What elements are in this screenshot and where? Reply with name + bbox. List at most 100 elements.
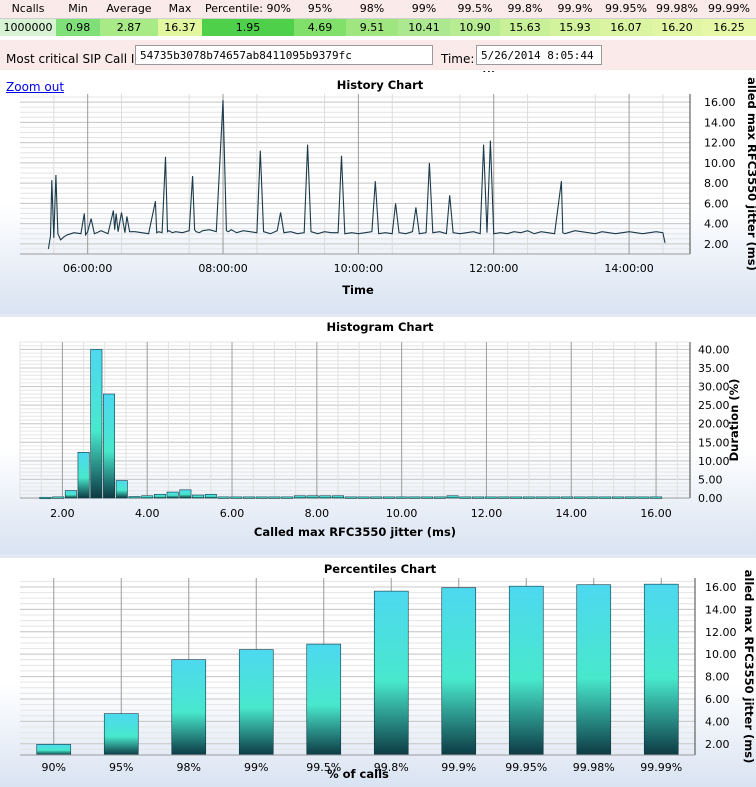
percentiles-chart-title: Percentiles Chart [323, 562, 437, 576]
stats-table: Ncalls Min Average Max Percentile: 90% 95% 98%… [0, 0, 756, 36]
histogram-bar [115, 480, 128, 499]
histogram-chart: 0.00 5.00 10.00 15.00 20.00 25.00 30.00 35.00 40… [19, 341, 741, 520]
histogram-bar [573, 496, 586, 499]
percentile-bar [36, 744, 72, 756]
percentiles-chart: 2.00 4.00 6.00 8.00 10.00 12.00 14.00 16.00 90% 9… [20, 570, 756, 774]
x-tick-label: 16.00 [640, 507, 672, 520]
history-chart: 2.00 4.00 6.00 8.00 10.00 12.00 14.00 16.00 06:0… [20, 77, 756, 275]
histogram-bar [103, 393, 116, 499]
percentiles-x-axis-title: % of calls [327, 767, 389, 781]
jitter-series-line [47, 100, 666, 249]
histogram-bar [141, 495, 154, 499]
y-tick-label: 12.00 [704, 137, 736, 150]
stats-header-row: Ncalls Min Average Max Percentile: 90% 95% 98%… [0, 0, 756, 18]
histogram-bar [39, 496, 52, 500]
histogram-bar [332, 495, 344, 499]
percentile-bar [643, 583, 679, 756]
histogram-chart-title: Histogram Chart [326, 320, 434, 334]
stats-value-cell: 10.90 [450, 17, 500, 36]
stats-value-cell: 9.51 [346, 17, 398, 36]
histogram-bar [90, 349, 103, 499]
stats-value-row: 1000000 0.98 2.87 16.37 1.95 4.69 9.51 10.41 10.… [0, 17, 756, 36]
y-tick-label: 6.00 [704, 197, 729, 210]
stats-header-cell: 99% [398, 0, 450, 18]
histogram-bar [204, 493, 217, 499]
y-tick-label: 14.00 [705, 603, 737, 616]
x-tick-label: 4.00 [135, 507, 160, 520]
percentile-bar [576, 584, 612, 756]
histogram-bar [586, 496, 599, 499]
x-tick-label: 99.95% [505, 761, 547, 774]
sip-call-id-field[interactable]: 54735b3078b74657ab8411095b9379fc [135, 45, 433, 65]
x-tick-label: 10.00 [386, 507, 418, 520]
histogram-x-axis-title: Called max RFC3550 jitter (ms) [253, 525, 457, 539]
stats-value-cell: 0.98 [56, 17, 100, 36]
histogram-bar [611, 496, 624, 499]
stats-value-cell: 16.25 [702, 17, 756, 36]
stats-value-cell: 16.07 [600, 17, 652, 36]
y-axis-title: alled max RFC3550 jitter (ms) [742, 570, 756, 764]
y-tick-label: 10.00 [704, 157, 736, 170]
histogram-bar [64, 490, 77, 499]
histogram-bar [166, 491, 179, 499]
x-tick-label: 10:00:00 [334, 262, 383, 275]
stats-header-cell: 99.98% [652, 0, 702, 18]
x-tick-label: 08:00:00 [198, 262, 247, 275]
y-tick-label: 30.00 [698, 381, 730, 394]
y-tick-label: 14.00 [704, 116, 736, 129]
sip-call-id-label: Most critical SIP Call ID: [6, 52, 148, 66]
histogram-bar [535, 496, 548, 499]
histogram-bar [153, 493, 166, 499]
histogram-bar [650, 496, 663, 499]
x-tick-label: 2.00 [50, 507, 75, 520]
histogram-bar [599, 496, 612, 499]
y-tick-label: 2.00 [705, 738, 730, 751]
x-tick-label: 99.8% [374, 761, 409, 774]
time-field[interactable]: 5/26/2014 8:05:44 AM [476, 45, 602, 82]
x-tick-label: 06:00:00 [63, 262, 112, 275]
history-x-axis-title: Time [342, 283, 374, 297]
stats-header-cell: Percentile: 90% [202, 0, 294, 18]
histogram-bar [281, 496, 294, 499]
stats-value-cell: 15.93 [550, 17, 600, 36]
x-tick-label: 98% [177, 761, 201, 774]
x-tick-label: 12:00:00 [469, 262, 518, 275]
histogram-bar [459, 496, 472, 499]
percentile-bar [441, 587, 477, 756]
y-tick-label: 10.00 [705, 648, 737, 661]
stats-header-cell: 99.9% [550, 0, 600, 18]
histogram-bar [179, 489, 192, 499]
stats-header-cell: 99.8% [500, 0, 550, 18]
x-tick-label: 95% [109, 761, 133, 774]
y-tick-label: 6.00 [705, 693, 730, 706]
stats-value-cell: 4.69 [294, 17, 346, 36]
histogram-bar [255, 496, 268, 499]
x-tick-label: 99.99% [640, 761, 682, 774]
y-tick-label: 4.00 [704, 218, 729, 231]
histogram-bar [357, 496, 370, 499]
x-tick-label: 14.00 [556, 507, 588, 520]
stats-header-cell: Min [56, 0, 100, 18]
y-tick-label: 0.00 [698, 492, 723, 505]
y-tick-label: 8.00 [704, 177, 729, 190]
stats-header-cell: 98% [346, 0, 398, 18]
histogram-bar [446, 495, 459, 499]
y-tick-label: 5.00 [698, 473, 723, 486]
histogram-bar [624, 496, 637, 499]
percentile-bar [508, 585, 544, 756]
y-tick-label: 16.00 [704, 96, 736, 109]
x-tick-label: 12.00 [471, 507, 503, 520]
y-axis-title: Duration (%) [727, 379, 741, 462]
percentile-bar [238, 649, 274, 756]
histogram-bar [522, 496, 535, 499]
x-tick-label: 8.00 [305, 507, 330, 520]
x-tick-label: 99% [244, 761, 268, 774]
y-tick-label: 8.00 [705, 671, 730, 684]
zoom-out-link[interactable]: Zoom out [6, 80, 65, 94]
y-tick-label: 15.00 [698, 436, 730, 449]
histogram-bar [52, 496, 65, 499]
histogram-bar [370, 496, 383, 499]
histogram-bar [217, 496, 230, 499]
histogram-bar [230, 496, 243, 499]
histogram-bar [268, 496, 281, 499]
